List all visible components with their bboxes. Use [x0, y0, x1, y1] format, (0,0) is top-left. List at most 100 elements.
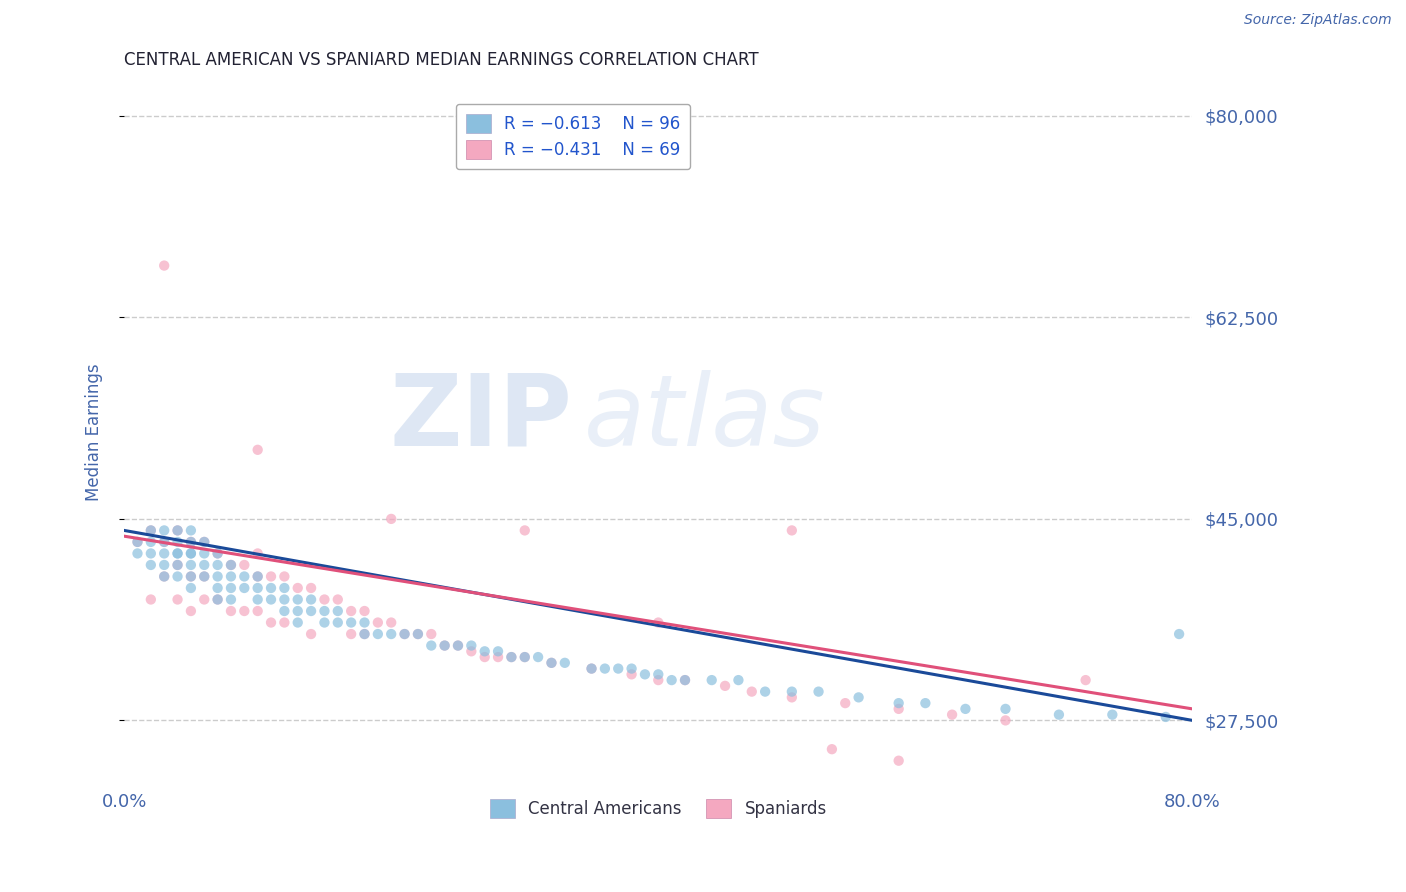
Point — [219, 569, 242, 583]
Point — [1047, 707, 1070, 722]
Point — [246, 569, 269, 583]
Point — [180, 581, 202, 595]
Point — [326, 604, 349, 618]
Point — [593, 662, 616, 676]
Point — [273, 604, 295, 618]
Point — [714, 679, 737, 693]
Point — [834, 696, 856, 710]
Point — [848, 690, 870, 705]
Point — [314, 615, 336, 630]
Point — [513, 650, 536, 665]
Point — [460, 639, 482, 653]
Point — [741, 684, 763, 698]
Point — [380, 615, 402, 630]
Point — [367, 615, 389, 630]
Point — [501, 650, 523, 665]
Point — [620, 667, 643, 681]
Point — [287, 615, 309, 630]
Point — [193, 569, 215, 583]
Point — [620, 662, 643, 676]
Point — [193, 592, 215, 607]
Point — [700, 673, 723, 687]
Point — [326, 592, 349, 607]
Point — [207, 592, 229, 607]
Point — [207, 558, 229, 572]
Point — [166, 524, 188, 538]
Point — [447, 639, 470, 653]
Point — [273, 569, 295, 583]
Point — [233, 558, 256, 572]
Point — [207, 546, 229, 560]
Point — [246, 442, 269, 457]
Point — [914, 696, 936, 710]
Point — [219, 558, 242, 572]
Point — [139, 524, 162, 538]
Point — [647, 667, 669, 681]
Point — [486, 650, 509, 665]
Point — [233, 569, 256, 583]
Point — [153, 535, 176, 549]
Point — [166, 535, 188, 549]
Text: ZIP: ZIP — [389, 370, 572, 467]
Point — [780, 690, 803, 705]
Point — [180, 535, 202, 549]
Text: CENTRAL AMERICAN VS SPANIARD MEDIAN EARNINGS CORRELATION CHART: CENTRAL AMERICAN VS SPANIARD MEDIAN EARN… — [124, 51, 759, 69]
Point — [246, 581, 269, 595]
Point — [314, 592, 336, 607]
Point — [153, 546, 176, 560]
Point — [340, 627, 363, 641]
Point — [607, 662, 630, 676]
Point — [634, 667, 657, 681]
Point — [273, 615, 295, 630]
Point — [460, 644, 482, 658]
Point — [246, 546, 269, 560]
Point — [340, 615, 363, 630]
Point — [486, 644, 509, 658]
Point — [193, 546, 215, 560]
Point — [380, 627, 402, 641]
Point — [673, 673, 696, 687]
Point — [754, 684, 776, 698]
Point — [246, 604, 269, 618]
Point — [340, 604, 363, 618]
Point — [406, 627, 429, 641]
Point — [420, 639, 443, 653]
Point — [219, 592, 242, 607]
Point — [287, 604, 309, 618]
Point — [166, 569, 188, 583]
Point — [647, 615, 669, 630]
Point — [166, 558, 188, 572]
Point — [153, 524, 176, 538]
Point — [273, 581, 295, 595]
Point — [353, 604, 375, 618]
Point — [299, 592, 322, 607]
Point — [554, 656, 576, 670]
Point — [287, 581, 309, 595]
Point — [260, 615, 283, 630]
Point — [153, 569, 176, 583]
Point — [180, 535, 202, 549]
Point — [180, 569, 202, 583]
Point — [246, 592, 269, 607]
Point — [153, 558, 176, 572]
Point — [153, 569, 176, 583]
Point — [153, 259, 176, 273]
Point — [661, 673, 683, 687]
Point — [180, 524, 202, 538]
Point — [394, 627, 416, 641]
Point — [207, 581, 229, 595]
Text: atlas: atlas — [583, 370, 825, 467]
Point — [1154, 710, 1177, 724]
Point — [166, 592, 188, 607]
Point — [193, 558, 215, 572]
Point — [420, 627, 443, 641]
Point — [193, 535, 215, 549]
Point — [166, 558, 188, 572]
Point — [166, 546, 188, 560]
Point — [314, 604, 336, 618]
Point — [139, 524, 162, 538]
Point — [353, 615, 375, 630]
Point — [273, 592, 295, 607]
Point — [394, 627, 416, 641]
Y-axis label: Median Earnings: Median Earnings — [86, 364, 103, 501]
